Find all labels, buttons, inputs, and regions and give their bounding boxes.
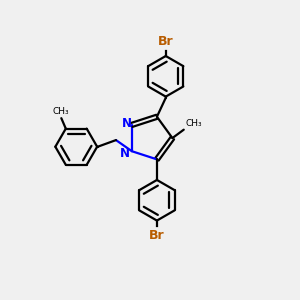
Text: CH₃: CH₃ — [53, 107, 70, 116]
Text: N: N — [122, 117, 131, 130]
Text: Br: Br — [158, 34, 174, 48]
Text: CH₃: CH₃ — [186, 118, 202, 127]
Text: Br: Br — [149, 229, 165, 242]
Text: N: N — [120, 147, 130, 160]
